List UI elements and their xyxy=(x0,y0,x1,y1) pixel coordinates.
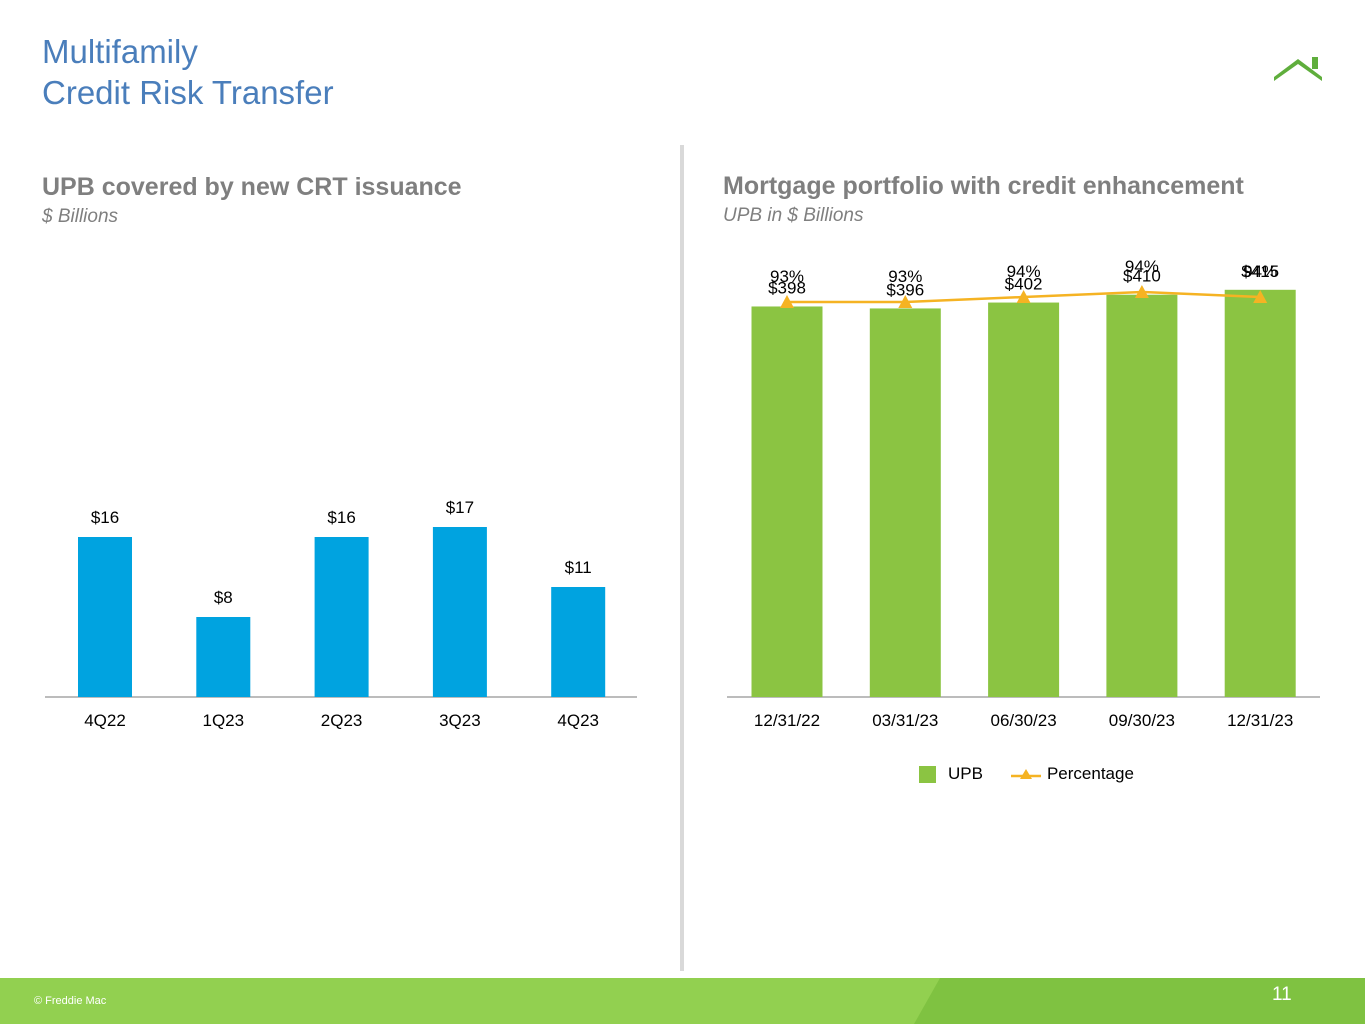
panel-divider xyxy=(680,145,684,971)
crt-chart-subtitle: $ Billions xyxy=(42,206,119,227)
page-title: Multifamily Credit Risk Transfer xyxy=(42,31,334,113)
upb-bar-label: $398 xyxy=(768,278,806,297)
percentage-point-triangle-icon xyxy=(1134,285,1149,298)
upb-bar-label: $402 xyxy=(1005,275,1043,294)
page-number: 11 xyxy=(1272,984,1292,1005)
title-line-2: Credit Risk Transfer xyxy=(42,74,334,111)
copyright: © Freddie Mac xyxy=(34,995,107,1007)
crt-bar xyxy=(196,617,251,697)
title-line-1: Multifamily xyxy=(42,33,198,70)
crt-bar xyxy=(551,587,606,697)
footer-bar: © Freddie Mac 11 xyxy=(0,978,1365,1024)
percentage-label: 94% xyxy=(1007,262,1041,281)
crt-category-label: 4Q22 xyxy=(84,711,126,730)
portfolio-category-label: 12/31/23 xyxy=(1227,711,1293,730)
upb-bar-label: $415 xyxy=(1241,262,1279,281)
portfolio-category-label: 06/30/23 xyxy=(991,711,1057,730)
crt-category-label: 4Q23 xyxy=(557,711,599,730)
portfolio-category-label: 09/30/23 xyxy=(1109,711,1175,730)
percentage-label: 93% xyxy=(888,267,922,286)
crt-bar-label: $11 xyxy=(565,558,592,577)
crt-bar xyxy=(432,527,487,697)
crt-bar-label: $8 xyxy=(214,588,233,607)
crt-category-label: 1Q23 xyxy=(203,711,245,730)
percentage-label: 94% xyxy=(1125,257,1159,276)
upb-bar xyxy=(1106,294,1178,697)
freddie-mac-house-logo-icon xyxy=(1274,57,1322,81)
portfolio-chart-title: Mortgage portfolio with credit enhanceme… xyxy=(723,172,1244,200)
percentage-point-triangle-icon xyxy=(1016,290,1031,303)
crt-bar xyxy=(314,537,369,697)
crt-bar-label: $16 xyxy=(327,508,355,527)
percentage-point-triangle-icon xyxy=(898,295,913,308)
portfolio-category-label: 12/31/22 xyxy=(754,711,820,730)
percentage-point-triangle-icon xyxy=(780,295,794,308)
upb-bar-label: $396 xyxy=(886,280,924,299)
crt-chart-title: UPB covered by new CRT issuance xyxy=(42,173,462,201)
footer-accent-shape xyxy=(914,978,1365,1024)
percentage-legend-triangle-icon xyxy=(1010,769,1041,779)
upb-bar xyxy=(1224,289,1296,697)
crt-bar xyxy=(78,537,132,697)
percentage-label: 94% xyxy=(1243,262,1277,281)
portfolio-chart-subtitle: UPB in $ Billions xyxy=(723,205,864,226)
portfolio-category-label: 03/31/23 xyxy=(872,711,938,730)
portfolio-legend: UPB Percentage xyxy=(919,762,1134,786)
upb-bar xyxy=(988,302,1060,697)
upb-bar xyxy=(751,306,823,697)
upb-bar xyxy=(869,308,941,697)
percentage-point-triangle-icon xyxy=(1253,290,1268,303)
crt-bar-label: $17 xyxy=(446,498,474,517)
percentage-label: 93% xyxy=(770,267,804,286)
percentage-legend-label: Percentage xyxy=(1046,764,1134,783)
crt-category-label: 2Q23 xyxy=(321,711,363,730)
upb-legend-swatch xyxy=(919,765,936,783)
upb-legend-label: UPB xyxy=(948,764,983,783)
upb-bar-label: $410 xyxy=(1123,267,1161,286)
crt-bar-label: $16 xyxy=(91,508,119,527)
crt-category-label: 3Q23 xyxy=(439,711,481,730)
